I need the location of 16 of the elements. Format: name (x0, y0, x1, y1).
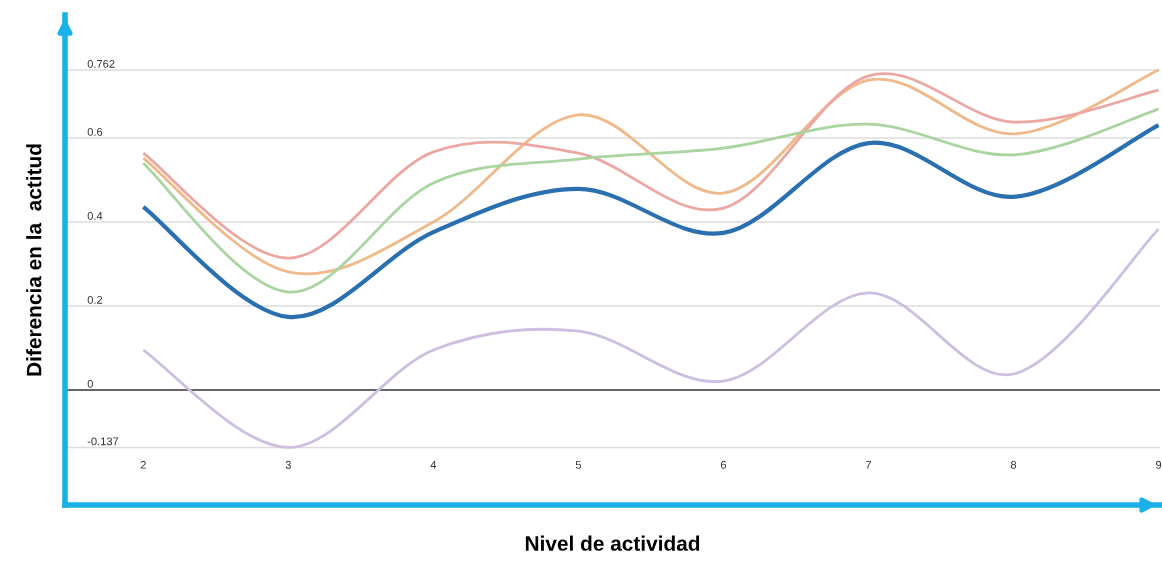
x-axis-title: Nivel de actividad (525, 535, 700, 551)
x-tick-label: 4 (430, 460, 437, 469)
x-tick-label: 3 (285, 460, 291, 469)
y-axis-title: Diferencia en la actitud (26, 144, 42, 376)
x-tick-label: 6 (720, 460, 727, 469)
x-tick-label: 2 (140, 460, 146, 469)
y-tick-label: -0.137 (87, 437, 119, 446)
y-tick-label: 0.6 (87, 127, 103, 136)
x-tick-label: 7 (865, 460, 872, 469)
x-tick-label: 5 (575, 460, 582, 469)
y-tick-label: 0.2 (87, 295, 103, 304)
y-tick-label: 0.4 (87, 211, 103, 220)
y-tick-label: 0 (87, 379, 93, 388)
x-tick-label: 9 (1155, 460, 1162, 469)
y-tick-label: 0.762 (87, 59, 115, 68)
x-tick-label: 8 (1010, 460, 1017, 469)
